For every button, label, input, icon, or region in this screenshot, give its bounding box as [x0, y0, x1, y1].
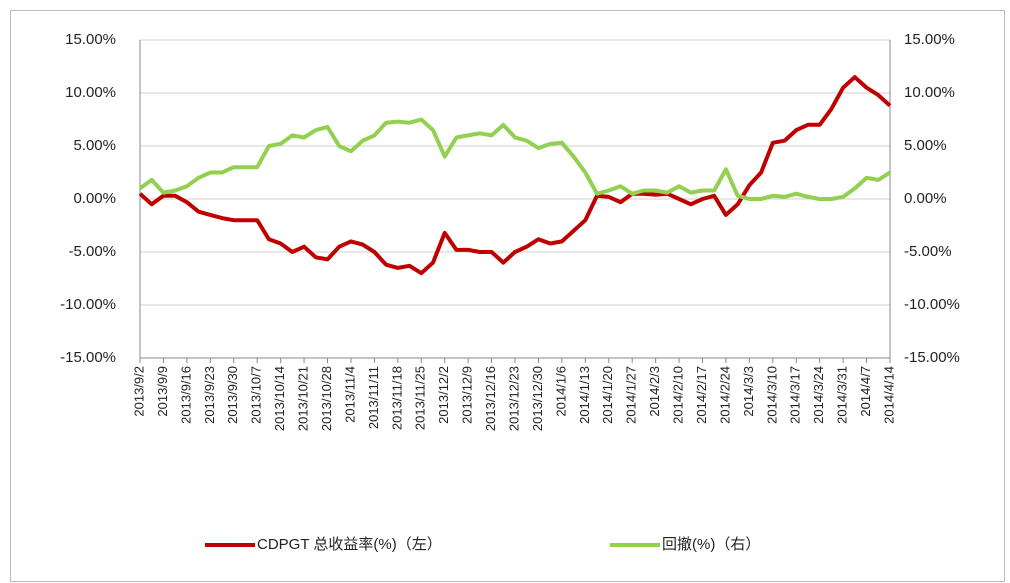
x-tick-label: 2014/2/24 — [717, 366, 732, 424]
y2-tick-label: 10.00% — [904, 84, 955, 101]
x-tick-label: 2013/12/30 — [530, 366, 545, 431]
y2-tick-label: -10.00% — [904, 296, 960, 313]
x-tick-label: 2014/1/6 — [553, 366, 568, 417]
y2-tick-label: 15.00% — [904, 31, 955, 48]
y-tick-label: -10.00% — [60, 296, 116, 313]
y2-tick-label: -15.00% — [904, 349, 960, 366]
x-tick-label: 2013/9/30 — [225, 366, 240, 424]
x-tick-label: 2013/11/25 — [413, 366, 428, 430]
x-tick-label: 2013/9/16 — [178, 366, 193, 424]
legend-label: CDPGT 总收益率(%)（左） — [257, 536, 442, 553]
x-tick-label: 2013/12/23 — [506, 366, 521, 431]
x-tick-label: 2013/10/7 — [249, 366, 264, 424]
series-line — [138, 117, 892, 201]
x-tick-label: 2014/2/10 — [671, 366, 686, 424]
x-tick-label: 2014/3/31 — [835, 366, 850, 424]
y-tick-label: 10.00% — [65, 84, 116, 101]
y-tick-label: 0.00% — [73, 190, 116, 207]
legend-label: 回撤(%)（右） — [662, 536, 760, 553]
x-tick-label: 2013/12/16 — [483, 366, 498, 431]
x-tick-label: 2014/3/17 — [788, 366, 803, 424]
y2-tick-label: 5.00% — [904, 137, 947, 154]
x-tick-label: 2013/9/23 — [202, 366, 217, 424]
x-tick-label: 2014/2/3 — [647, 366, 662, 417]
series-line — [138, 75, 892, 276]
x-tick-label: 2013/10/21 — [296, 366, 311, 431]
x-tick-label: 2014/4/7 — [858, 366, 873, 417]
x-tick-label: 2013/10/28 — [319, 366, 334, 431]
x-tick-label: 2013/9/9 — [155, 366, 170, 417]
x-tick-label: 2014/1/20 — [600, 366, 615, 424]
x-tick-label: 2014/4/14 — [881, 366, 896, 424]
x-tick-label: 2013/9/2 — [131, 366, 146, 417]
x-tick-label: 2014/1/13 — [577, 366, 592, 424]
x-tick-label: 2014/3/3 — [741, 366, 756, 417]
y2-tick-label: -5.00% — [904, 243, 952, 260]
y2-tick-label: 0.00% — [904, 190, 947, 207]
x-tick-label: 2014/1/27 — [624, 366, 639, 424]
chart-frame — [10, 10, 1005, 582]
x-tick-label: 2013/12/2 — [436, 366, 451, 424]
x-tick-label: 2014/3/10 — [764, 366, 779, 424]
x-tick-label: 2013/11/11 — [366, 366, 381, 429]
y-tick-label: -15.00% — [60, 349, 116, 366]
x-tick-label: 2014/3/24 — [811, 366, 826, 424]
y-tick-label: 15.00% — [65, 31, 116, 48]
y-tick-label: -5.00% — [68, 243, 116, 260]
x-tick-label: 2013/11/18 — [389, 366, 404, 430]
x-tick-label: 2013/12/9 — [460, 366, 475, 424]
x-tick-label: 2013/10/14 — [272, 366, 287, 431]
x-tick-label: 2014/2/17 — [694, 366, 709, 424]
y-tick-label: 5.00% — [73, 137, 116, 154]
x-tick-label: 2013/11/4 — [342, 366, 357, 423]
